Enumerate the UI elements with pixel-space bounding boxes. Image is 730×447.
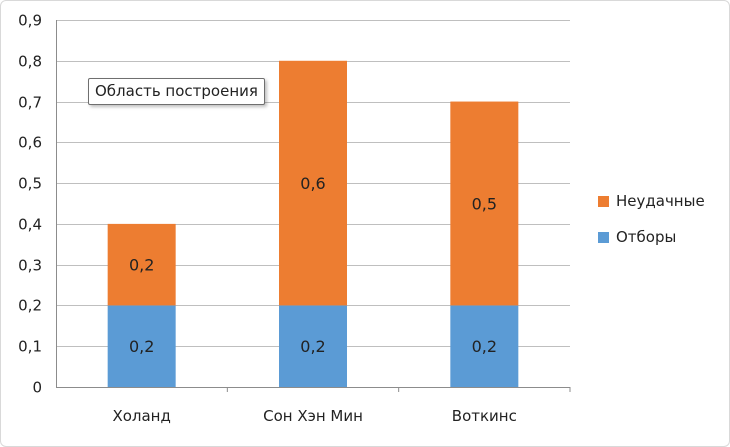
data-label: 0,2 bbox=[300, 337, 325, 356]
legend-item: Неудачные bbox=[598, 190, 705, 212]
legend-item: Отборы bbox=[598, 226, 705, 248]
y-tick-label: 0,3 bbox=[18, 257, 42, 275]
bar-segment bbox=[450, 305, 519, 387]
x-tick-label: Сон Хэн Мин bbox=[263, 407, 363, 425]
bar-segment bbox=[279, 60, 347, 306]
bar-segment bbox=[107, 305, 176, 387]
data-label: 0,6 bbox=[300, 174, 325, 193]
data-label: 0,5 bbox=[472, 195, 497, 214]
legend-swatch bbox=[598, 231, 609, 243]
y-tick-label: 0,5 bbox=[18, 175, 42, 193]
data-label: 0,2 bbox=[129, 256, 154, 275]
y-tick-label: 0,7 bbox=[18, 94, 42, 112]
legend-label: Отборы bbox=[616, 228, 677, 246]
x-tick-label: Воткинс bbox=[452, 407, 517, 425]
y-tick-label: 0,1 bbox=[18, 338, 42, 356]
y-tick-label: 0,2 bbox=[18, 297, 42, 315]
legend-label: Неудачные bbox=[616, 192, 705, 210]
y-tick-label: 0,6 bbox=[18, 134, 42, 152]
plot-area-tooltip: Область построения bbox=[88, 78, 265, 105]
legend: Неудачные Отборы bbox=[598, 190, 705, 262]
bar-segment bbox=[107, 223, 176, 306]
data-label: 0,2 bbox=[129, 337, 154, 356]
y-tick-label: 0,4 bbox=[18, 216, 42, 234]
bar-segment bbox=[450, 101, 519, 306]
y-tick-label: 0,8 bbox=[18, 53, 42, 71]
legend-swatch bbox=[598, 195, 609, 207]
data-label: 0,2 bbox=[472, 337, 497, 356]
y-tick-label: 0 bbox=[32, 379, 42, 397]
x-tick-label: Холанд bbox=[112, 407, 170, 425]
bar-segment bbox=[279, 305, 347, 387]
y-tick-label: 0,9 bbox=[18, 12, 42, 30]
